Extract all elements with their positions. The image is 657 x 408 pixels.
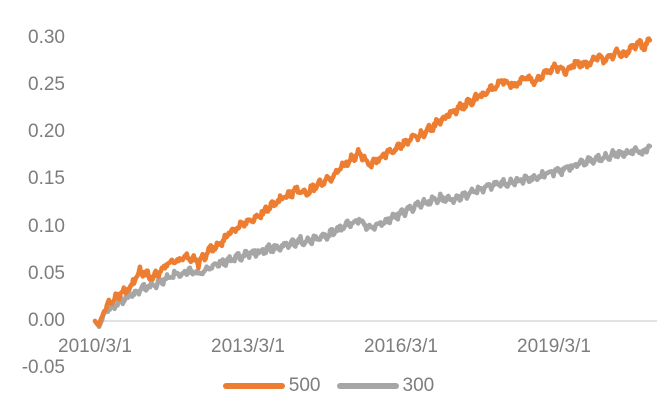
legend-label-500: 500 (288, 375, 321, 396)
series-300-line (92, 143, 653, 330)
legend-swatch-300-icon (336, 383, 399, 389)
y-axis-label: 0.15 (28, 168, 65, 190)
series-500-line (92, 36, 653, 328)
y-axis-label: 0.10 (28, 215, 65, 237)
y-axis-label: -0.05 (21, 357, 65, 379)
x-axis-label: 2010/3/1 (58, 336, 132, 357)
y-axis-label: 0.30 (28, 26, 65, 48)
y-axis-label: 0.20 (28, 121, 65, 142)
legend-item-300: 300 (336, 375, 435, 397)
legend-label-300: 300 (402, 375, 435, 396)
x-axis-label: 2013/3/1 (211, 336, 285, 357)
y-axis-label: 0.05 (28, 262, 65, 284)
x-axis-label: 2016/3/1 (364, 336, 438, 357)
y-axis-label: 0.25 (28, 73, 65, 95)
x-axis-label: 2019/3/1 (517, 336, 591, 357)
y-axis-label: 0.00 (28, 310, 65, 331)
legend-item-500: 500 (222, 375, 321, 397)
legend-swatch-500-icon (222, 383, 285, 389)
legend: 500 300 (0, 375, 657, 397)
